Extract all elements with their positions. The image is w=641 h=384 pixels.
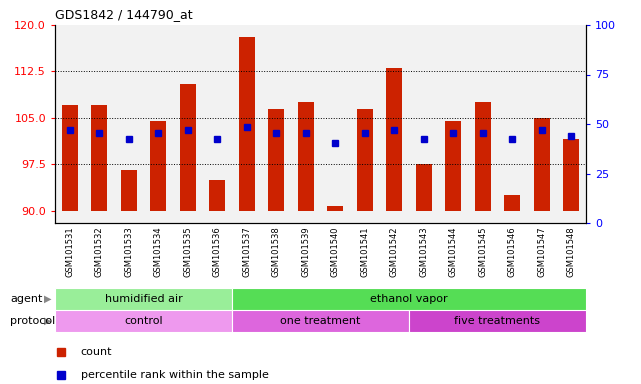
Bar xyxy=(62,106,78,211)
Bar xyxy=(327,206,344,211)
Bar xyxy=(445,121,462,211)
Text: GSM101535: GSM101535 xyxy=(183,226,192,277)
Text: GSM101536: GSM101536 xyxy=(213,226,222,277)
Text: five treatments: five treatments xyxy=(454,316,540,326)
Text: GSM101534: GSM101534 xyxy=(154,226,163,277)
Text: percentile rank within the sample: percentile rank within the sample xyxy=(81,370,269,380)
Text: GSM101531: GSM101531 xyxy=(65,226,74,277)
Text: count: count xyxy=(81,347,112,357)
Text: ▶: ▶ xyxy=(44,294,52,304)
Bar xyxy=(268,109,285,211)
Bar xyxy=(179,84,196,211)
Text: humidified air: humidified air xyxy=(104,294,183,304)
Bar xyxy=(238,37,255,211)
Bar xyxy=(297,103,314,211)
Text: GSM101542: GSM101542 xyxy=(390,226,399,277)
Text: GSM101544: GSM101544 xyxy=(449,226,458,277)
Text: GSM101547: GSM101547 xyxy=(537,226,546,277)
Bar xyxy=(409,310,586,332)
Bar xyxy=(563,139,579,211)
Text: GSM101537: GSM101537 xyxy=(242,226,251,277)
Text: GSM101540: GSM101540 xyxy=(331,226,340,277)
Bar xyxy=(232,310,409,332)
Bar xyxy=(474,103,491,211)
Text: GSM101545: GSM101545 xyxy=(478,226,487,277)
Bar xyxy=(504,195,520,211)
Bar xyxy=(91,106,107,211)
Text: GSM101539: GSM101539 xyxy=(301,226,310,277)
Bar xyxy=(356,109,373,211)
Text: protocol: protocol xyxy=(10,316,55,326)
Text: GSM101532: GSM101532 xyxy=(95,226,104,277)
Text: GSM101533: GSM101533 xyxy=(124,226,133,277)
Bar xyxy=(209,180,226,211)
Text: GSM101541: GSM101541 xyxy=(360,226,369,277)
Bar xyxy=(121,170,137,211)
Text: GSM101538: GSM101538 xyxy=(272,226,281,277)
Text: ▶: ▶ xyxy=(44,316,52,326)
Text: GDS1842 / 144790_at: GDS1842 / 144790_at xyxy=(55,8,193,21)
Bar xyxy=(55,288,232,310)
Text: GSM101546: GSM101546 xyxy=(508,226,517,277)
Text: GSM101548: GSM101548 xyxy=(567,226,576,277)
Bar xyxy=(55,310,232,332)
Bar xyxy=(150,121,167,211)
Bar xyxy=(232,288,586,310)
Text: agent: agent xyxy=(10,294,42,304)
Text: ethanol vapor: ethanol vapor xyxy=(370,294,448,304)
Text: GSM101543: GSM101543 xyxy=(419,226,428,277)
Bar xyxy=(534,118,550,211)
Text: one treatment: one treatment xyxy=(280,316,361,326)
Bar xyxy=(386,68,403,211)
Bar xyxy=(415,164,432,211)
Text: control: control xyxy=(124,316,163,326)
